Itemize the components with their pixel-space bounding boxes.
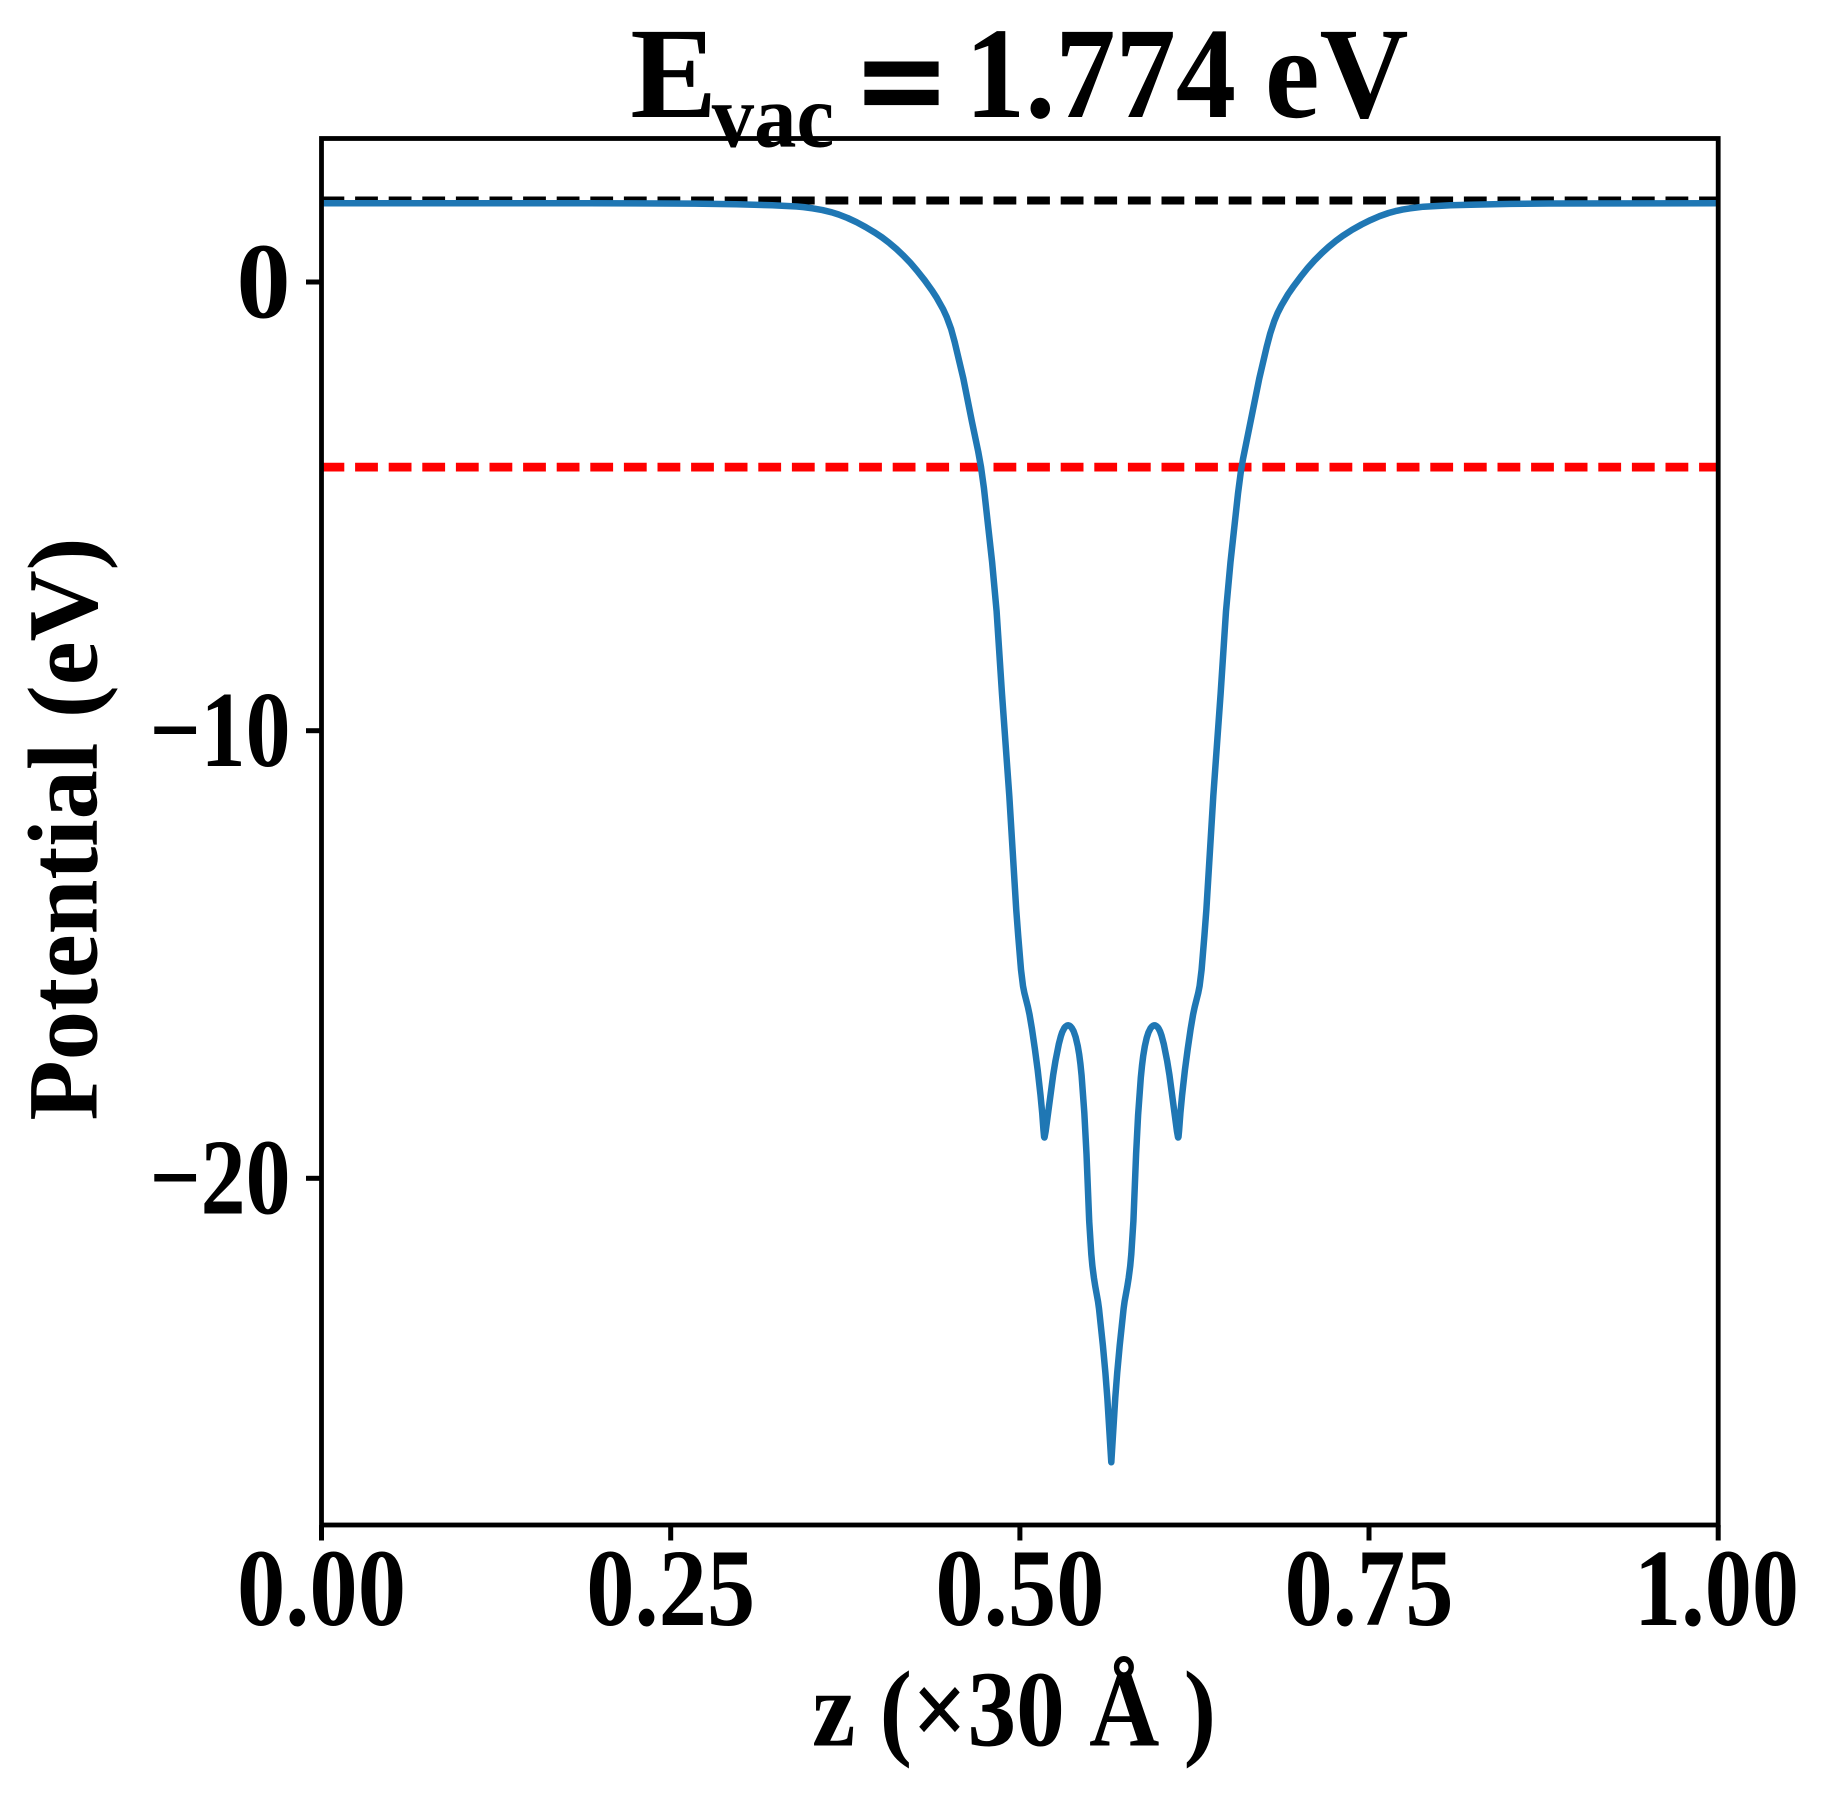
svg-text:Potential (eV): Potential (eV) [8,537,119,1120]
svg-text:eV: eV [1265,2,1409,146]
svg-text:1.00: 1.00 [1634,1527,1799,1649]
svg-text:0.75: 0.75 [1285,1527,1454,1649]
svg-text:vac: vac [712,67,834,166]
svg-text:0: 0 [237,222,291,341]
svg-text:−20: −20 [150,1119,291,1238]
svg-text:0.00: 0.00 [237,1527,406,1649]
svg-text:1.774: 1.774 [965,2,1236,146]
svg-text:0.25: 0.25 [586,1527,755,1649]
svg-text:z (×30 Å ): z (×30 Å ) [812,1651,1216,1770]
svg-text:E: E [630,2,717,146]
svg-text:0.50: 0.50 [935,1527,1104,1649]
svg-text:−10: −10 [150,671,291,790]
